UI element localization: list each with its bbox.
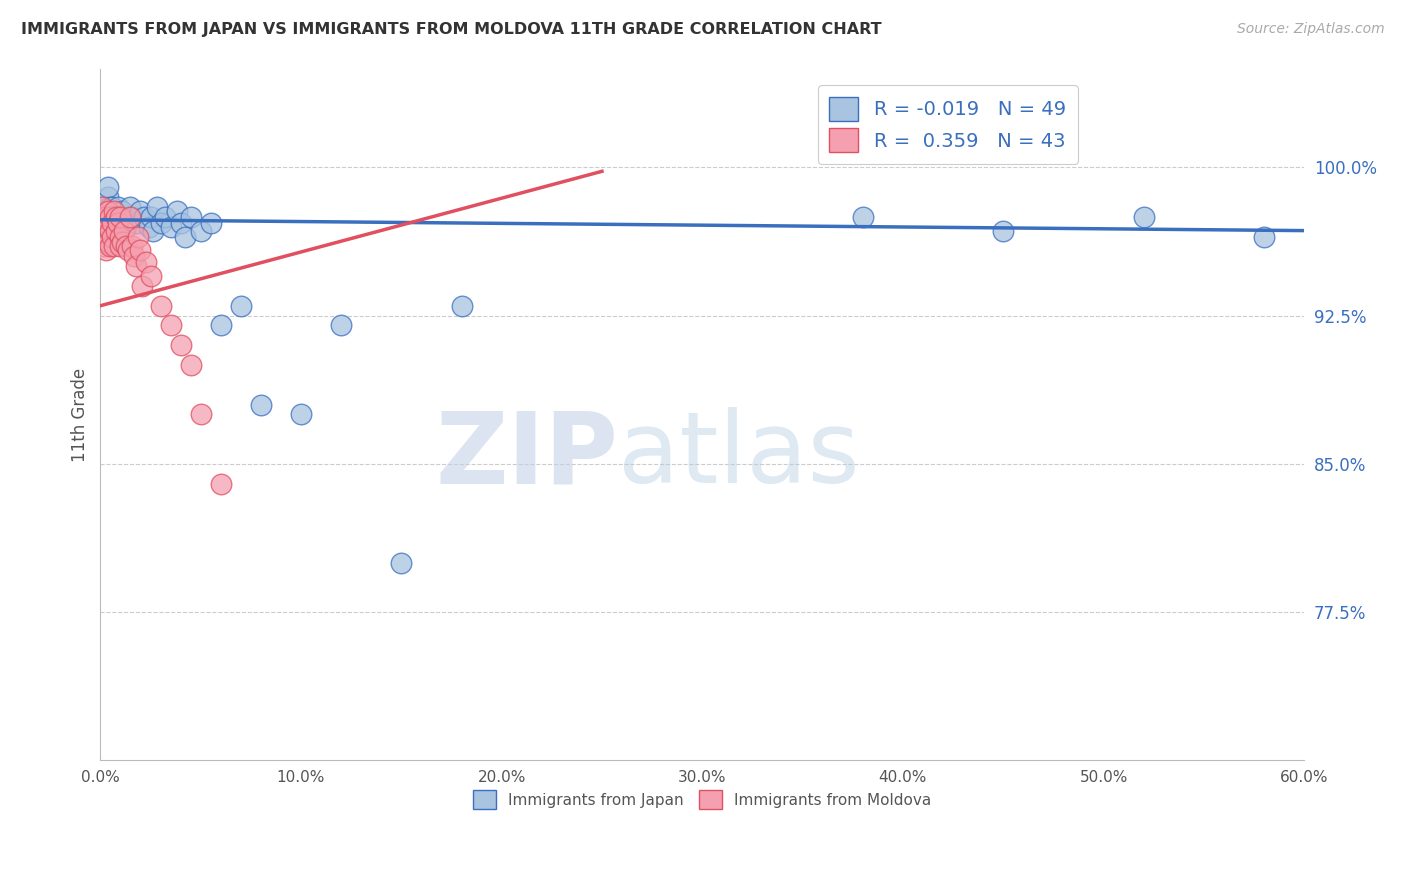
Point xyxy=(111,235,134,250)
Point xyxy=(180,210,202,224)
Point xyxy=(91,224,114,238)
Point xyxy=(173,229,195,244)
Point xyxy=(111,203,134,218)
Point xyxy=(103,203,125,218)
Point xyxy=(97,235,120,250)
Point xyxy=(153,210,176,224)
Point xyxy=(97,203,120,218)
Point xyxy=(120,200,142,214)
Point xyxy=(105,224,128,238)
Point xyxy=(103,210,125,224)
Text: IMMIGRANTS FROM JAPAN VS IMMIGRANTS FROM MOLDOVA 11TH GRADE CORRELATION CHART: IMMIGRANTS FROM JAPAN VS IMMIGRANTS FROM… xyxy=(21,22,882,37)
Point xyxy=(101,200,124,214)
Point xyxy=(93,210,115,224)
Point xyxy=(1132,210,1154,224)
Point xyxy=(190,224,212,238)
Point xyxy=(100,216,122,230)
Point xyxy=(389,556,412,570)
Point xyxy=(125,259,148,273)
Point xyxy=(101,216,124,230)
Point xyxy=(91,200,114,214)
Point xyxy=(101,224,124,238)
Text: Source: ZipAtlas.com: Source: ZipAtlas.com xyxy=(1237,22,1385,37)
Point xyxy=(129,244,152,258)
Point xyxy=(141,224,163,238)
Point xyxy=(103,239,125,253)
Point xyxy=(159,219,181,234)
Point xyxy=(107,216,129,230)
Point xyxy=(96,229,118,244)
Point xyxy=(101,229,124,244)
Point xyxy=(159,318,181,333)
Point xyxy=(100,210,122,224)
Point xyxy=(135,255,157,269)
Point xyxy=(96,216,118,230)
Point xyxy=(1253,229,1275,244)
Point xyxy=(120,210,142,224)
Point xyxy=(169,216,191,230)
Point xyxy=(96,210,118,224)
Point xyxy=(91,200,114,214)
Text: atlas: atlas xyxy=(619,408,859,505)
Point xyxy=(149,299,172,313)
Point xyxy=(190,408,212,422)
Point xyxy=(117,244,139,258)
Point xyxy=(93,210,115,224)
Point xyxy=(993,224,1015,238)
Point xyxy=(166,203,188,218)
Point xyxy=(110,239,132,253)
Point xyxy=(209,476,232,491)
Point xyxy=(110,210,132,224)
Point xyxy=(97,190,120,204)
Point xyxy=(96,203,118,218)
Point xyxy=(121,239,143,253)
Point xyxy=(180,358,202,372)
Point xyxy=(105,210,128,224)
Point xyxy=(852,210,875,224)
Point xyxy=(115,239,138,253)
Point xyxy=(93,239,115,253)
Point xyxy=(112,210,135,224)
Point xyxy=(103,224,125,238)
Point xyxy=(229,299,252,313)
Point xyxy=(131,279,153,293)
Point xyxy=(127,229,149,244)
Point xyxy=(200,216,222,230)
Point xyxy=(112,224,135,238)
Point xyxy=(138,219,160,234)
Point xyxy=(96,244,118,258)
Point xyxy=(139,269,162,284)
Point xyxy=(149,216,172,230)
Point xyxy=(125,216,148,230)
Point xyxy=(250,398,273,412)
Y-axis label: 11th Grade: 11th Grade xyxy=(72,368,89,461)
Point xyxy=(290,408,312,422)
Point xyxy=(169,338,191,352)
Point xyxy=(107,200,129,214)
Point xyxy=(134,210,156,224)
Point xyxy=(145,200,167,214)
Point xyxy=(97,180,120,194)
Point xyxy=(450,299,472,313)
Point xyxy=(100,200,122,214)
Point xyxy=(97,219,120,234)
Point xyxy=(100,239,122,253)
Point xyxy=(330,318,353,333)
Point xyxy=(121,210,143,224)
Point xyxy=(115,219,138,234)
Point xyxy=(105,210,128,224)
Point xyxy=(209,318,232,333)
Point xyxy=(110,216,132,230)
Point xyxy=(93,216,115,230)
Point xyxy=(110,229,132,244)
Legend: Immigrants from Japan, Immigrants from Moldova: Immigrants from Japan, Immigrants from M… xyxy=(467,784,938,815)
Point xyxy=(100,224,122,238)
Point xyxy=(124,249,146,263)
Text: ZIP: ZIP xyxy=(434,408,619,505)
Point xyxy=(93,224,115,238)
Point xyxy=(129,203,152,218)
Point xyxy=(139,210,162,224)
Point xyxy=(97,210,120,224)
